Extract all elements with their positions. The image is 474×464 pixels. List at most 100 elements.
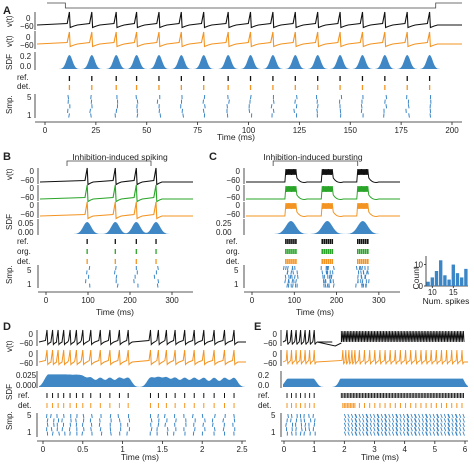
- panel-e-sample-tick: [399, 427, 402, 432]
- panel-e-sample-tick: [429, 413, 432, 419]
- panel-e-sample-tick: [373, 431, 376, 436]
- panel-a-sample-tick: [385, 104, 388, 109]
- panel-e-sample-tick: [366, 413, 369, 419]
- panel-b-title: Inhibition-induced spiking: [72, 152, 168, 162]
- panel-e-sample-tick: [425, 431, 429, 436]
- panel-e-sample-tick: [462, 431, 465, 436]
- panel-e-sample-tick: [462, 427, 465, 432]
- panel-a-sdftick-bottom: 0.0: [20, 62, 32, 71]
- inset-bar: [451, 264, 455, 286]
- panel-c-sample-tick: [332, 283, 335, 288]
- panel-e-vtick-0-a: 0: [273, 330, 278, 339]
- panel-d-x-tick-label: 2: [200, 445, 205, 454]
- panel-e-sample-tick: [373, 422, 376, 427]
- panel-b-sample-tick: [116, 283, 119, 288]
- panel-e-sample-tick: [377, 418, 380, 423]
- panel-e-sample-tick: [395, 431, 398, 436]
- panel-e-sample-tick: [425, 422, 429, 427]
- panel-e-sample-tick: [402, 418, 406, 423]
- panel-e-sample-tick: [406, 418, 410, 423]
- panel-b-x-tick-label: 0: [44, 296, 49, 305]
- panel-c-sample-tick: [287, 265, 289, 271]
- panel-c-letter: C: [209, 151, 217, 163]
- panel-e-sample-tick: [304, 422, 307, 427]
- panel-e-sample-tick: [436, 413, 440, 419]
- panel-e-sample-tick: [388, 413, 391, 419]
- panel-e-vtick-60-b: −60: [263, 359, 277, 368]
- panel-e-sample-tick: [447, 413, 450, 419]
- panel-e-sample-tick: [447, 427, 451, 432]
- panel-b: B Inhibition-induced spiking 0.05 0.00 r…: [3, 151, 168, 317]
- panel-e-sample-tick: [458, 413, 462, 419]
- panel-d-x-tick-label: 1: [120, 445, 125, 454]
- panel-e-sample-tick: [447, 413, 451, 419]
- panel-e-sample-tick: [406, 427, 409, 432]
- panel-c-sample-tick: [283, 265, 285, 271]
- panel-e-sample-tick: [384, 413, 388, 419]
- panel-a-x-tick-label: 25: [91, 126, 100, 135]
- panel-d-row-label-smp: Smp.: [5, 411, 14, 430]
- panel-c-row-label-det: det.: [226, 257, 239, 266]
- panel-e-sample-tick: [355, 427, 358, 432]
- panel-a-row-label-det: det.: [17, 82, 30, 91]
- panel-c-sdftick-bottom: 0.00: [216, 228, 232, 237]
- panel-d-x-tick-label: 0.5: [77, 445, 89, 454]
- panel-e-sample-tick: [402, 427, 406, 432]
- panel-d-smptick-top: 5: [27, 411, 32, 420]
- panel-e-sample-tick: [395, 427, 398, 432]
- panel-e-sample-tick: [354, 427, 357, 432]
- inset-bar: [464, 268, 468, 286]
- panel-b-vtick-0-0: 0: [30, 167, 35, 176]
- panel-e-sample-tick: [462, 422, 465, 427]
- panel-d-black-trace: [38, 329, 246, 346]
- panel-e-sample-tick: [399, 413, 402, 419]
- panel-e-sample-tick: [443, 418, 447, 423]
- panel-e-sample-tick: [440, 413, 443, 419]
- inset-bar: [447, 279, 451, 286]
- panel-e-sample-tick: [347, 422, 350, 427]
- panel-e-sample-tick: [347, 413, 350, 419]
- panel-d-sample-tick: [99, 418, 101, 423]
- panel-e-sample-tick: [455, 427, 458, 432]
- inset-bar: [439, 260, 443, 286]
- panel-d-sample-tick: [166, 427, 169, 432]
- panel-e-sample-tick: [432, 418, 436, 423]
- panel-a-row-label-v1: v(t): [5, 15, 14, 27]
- panel-e-sample-tick: [391, 413, 395, 419]
- panel-a-sample-tick: [429, 113, 432, 118]
- panel-d-vtick-0-a: 0: [29, 330, 34, 339]
- panel-b-xlabel: Time (ms): [96, 307, 134, 317]
- panel-e-sample-tick: [414, 422, 417, 427]
- panel-e-sample-tick: [388, 431, 391, 436]
- panel-e-sample-tick: [418, 422, 421, 427]
- panel-b-x-tick-label: 100: [81, 296, 95, 305]
- panel-e-sample-tick: [391, 422, 395, 427]
- panel-e-sample-tick: [421, 427, 424, 432]
- panel-a-sample-tick: [89, 108, 92, 114]
- panel-e-sdftick-top: 0.2: [258, 371, 270, 380]
- panel-d-sample-tick: [110, 431, 112, 436]
- panel-e-sample-tick: [350, 418, 354, 423]
- panel-a-x-tick-label: 150: [344, 126, 358, 135]
- panel-c-sample-tick: [284, 274, 287, 279]
- panel-e-sample-tick: [425, 413, 429, 419]
- panel-d-x-tick-label: 2.5: [236, 445, 248, 454]
- panel-b-x-tick-label: 200: [123, 296, 137, 305]
- panel-e-sample-tick: [388, 418, 391, 423]
- panel-e: E 0.2 0.0 ref. det. 5 1 Time (ms): [254, 321, 399, 462]
- panel-a-row-label-ref: ref.: [17, 73, 29, 82]
- panel-e-sample-tick: [395, 422, 399, 427]
- panel-a-x-tick-label: 125: [293, 126, 307, 135]
- panel-d-sample-tick: [191, 413, 194, 419]
- panel-d-sample-tick: [91, 413, 93, 419]
- panel-d-xlabel: Time (ms): [121, 452, 159, 462]
- panel-a-sample-tick: [228, 99, 230, 104]
- panel-e-sample-tick: [384, 418, 387, 423]
- panel-c-sample-tick: [360, 270, 362, 275]
- panel-e-sample-tick: [406, 413, 410, 419]
- panel-e-sample-tick: [451, 413, 454, 419]
- panel-b-sample-tick: [157, 279, 160, 284]
- panel-d-sample-tick: [50, 427, 53, 432]
- panel-e-sample-tick: [406, 422, 409, 427]
